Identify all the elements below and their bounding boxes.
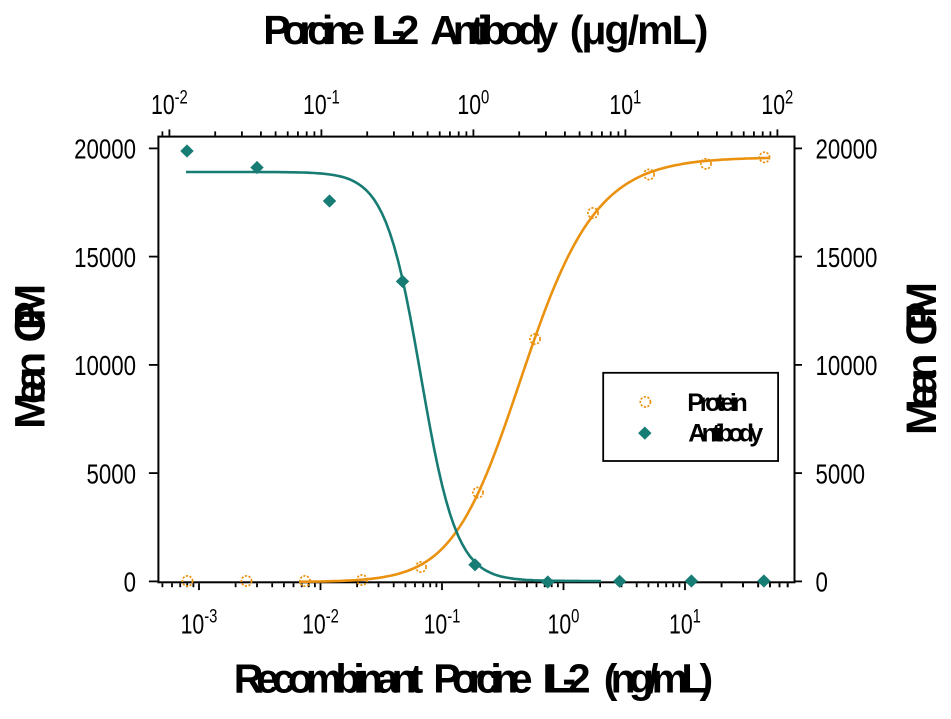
svg-text:10: 10 bbox=[761, 89, 785, 121]
svg-text:1: 1 bbox=[693, 605, 701, 628]
svg-text:20000: 20000 bbox=[816, 134, 878, 165]
svg-text:10: 10 bbox=[181, 609, 205, 641]
svg-text:Recombinant: Recombinant bbox=[234, 656, 424, 702]
svg-text:Porcine: Porcine bbox=[433, 656, 532, 702]
svg-text:Antibody: Antibody bbox=[688, 420, 763, 448]
svg-text:0: 0 bbox=[816, 567, 828, 598]
svg-text:CPM: CPM bbox=[898, 282, 946, 346]
svg-text:10: 10 bbox=[548, 609, 572, 641]
svg-text:10: 10 bbox=[669, 609, 693, 641]
svg-text:10: 10 bbox=[424, 609, 448, 641]
svg-text:(ng/mL): (ng/mL) bbox=[604, 656, 713, 702]
svg-text:Antibody: Antibody bbox=[430, 7, 558, 53]
svg-text:(μg/mL): (μg/mL) bbox=[570, 7, 709, 53]
svg-text:5000: 5000 bbox=[86, 459, 136, 490]
svg-text:10: 10 bbox=[303, 89, 327, 121]
svg-text:-3: -3 bbox=[204, 605, 217, 628]
svg-text:15000: 15000 bbox=[816, 242, 878, 273]
svg-text:-2: -2 bbox=[326, 605, 339, 628]
svg-text:10: 10 bbox=[457, 89, 481, 121]
svg-text:Porcine: Porcine bbox=[263, 7, 365, 53]
svg-text:10000: 10000 bbox=[816, 351, 878, 382]
svg-text:IL-2: IL-2 bbox=[372, 7, 419, 53]
svg-text:IL-2: IL-2 bbox=[543, 656, 591, 702]
svg-text:10000: 10000 bbox=[74, 351, 136, 382]
svg-text:10: 10 bbox=[609, 89, 633, 121]
svg-text:0: 0 bbox=[481, 86, 489, 109]
svg-text:10: 10 bbox=[302, 609, 326, 641]
svg-text:0: 0 bbox=[124, 567, 136, 598]
svg-text:20000: 20000 bbox=[74, 134, 136, 165]
svg-text:1: 1 bbox=[633, 86, 641, 109]
svg-text:-2: -2 bbox=[175, 86, 188, 109]
svg-text:Mean: Mean bbox=[7, 352, 55, 429]
svg-text:-1: -1 bbox=[327, 86, 340, 109]
svg-text:Mean: Mean bbox=[898, 354, 946, 436]
svg-text:-1: -1 bbox=[447, 605, 460, 628]
svg-text:0: 0 bbox=[571, 605, 579, 628]
svg-text:15000: 15000 bbox=[74, 242, 136, 273]
svg-text:5000: 5000 bbox=[816, 459, 866, 490]
svg-text:2: 2 bbox=[785, 86, 793, 109]
svg-text:CPM: CPM bbox=[7, 284, 55, 343]
svg-text:Protein: Protein bbox=[687, 389, 748, 417]
svg-text:10: 10 bbox=[151, 89, 175, 121]
